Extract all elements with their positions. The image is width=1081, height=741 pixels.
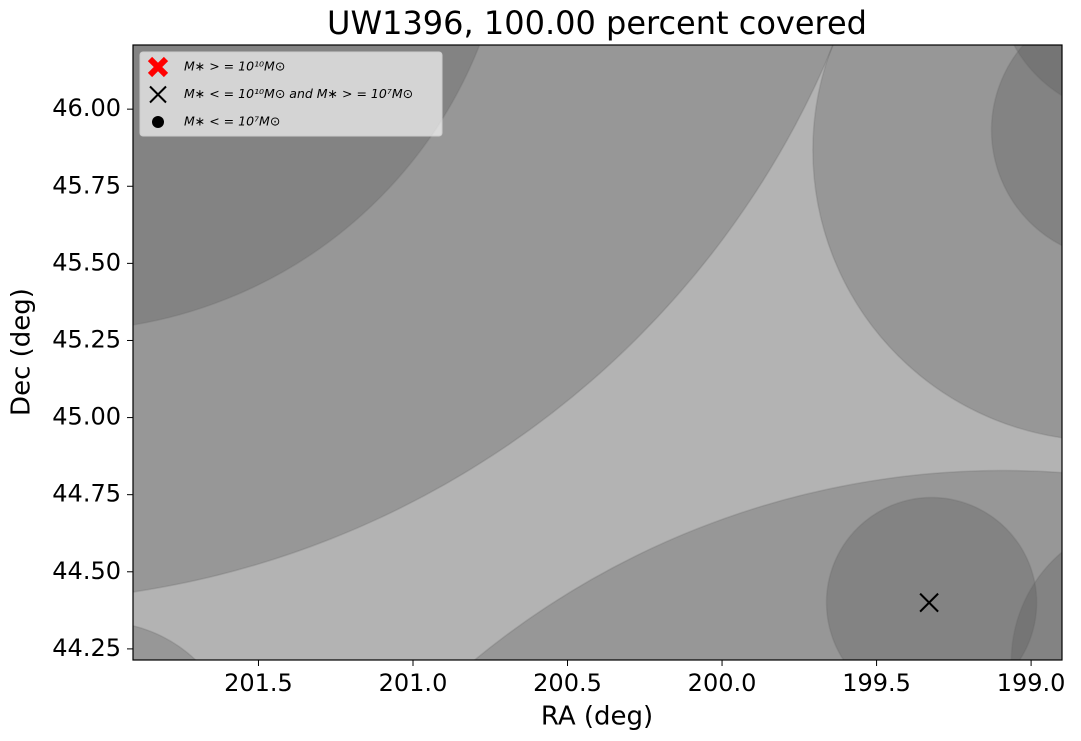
y-tick-label: 44.75 (52, 480, 121, 508)
coverage-region (1010, 551, 1062, 660)
y-tick-label: 45.50 (52, 248, 121, 276)
coverage-region (1013, 45, 1062, 97)
x-tick-label: 200.5 (533, 669, 602, 697)
coverage-region (133, 625, 197, 660)
coverage-region (133, 45, 834, 593)
legend-label: M∗ > = 10¹⁰M⊙ (184, 59, 285, 74)
y-tick-label: 45.25 (52, 325, 121, 353)
marker (919, 592, 939, 613)
coverage-region (990, 45, 1062, 247)
marker (149, 85, 167, 104)
coverage-region (473, 469, 1062, 660)
x-tick-label: 200.0 (688, 669, 757, 697)
coverage-region (812, 45, 1062, 439)
chart-title: UW1396, 100.00 percent covered (327, 4, 867, 42)
legend: M∗ > = 10¹⁰M⊙ M∗ < = 10¹⁰M⊙ and M∗ > = 10… (139, 51, 443, 137)
y-tick-label: 44.25 (52, 634, 121, 662)
plot-background (133, 45, 1062, 660)
y-tick-label: 45.00 (52, 403, 121, 431)
y-tick-label: 46.00 (52, 94, 121, 122)
x-tick-label: 201.0 (379, 669, 448, 697)
x-tick-label: 199.5 (842, 669, 911, 697)
x-tick-label: 201.5 (224, 669, 293, 697)
legend-box (139, 51, 443, 137)
x-axis-label: RA (deg) (541, 702, 653, 732)
y-axis-label: Dec (deg) (7, 288, 37, 416)
y-tick-label: 44.50 (52, 557, 121, 585)
legend-label: M∗ < = 10¹⁰M⊙ and M∗ > = 10⁷M⊙ (184, 86, 413, 101)
axes-frame (132, 44, 1063, 661)
marker (152, 116, 164, 128)
coverage-region (825, 496, 1038, 660)
y-tick-label: 45.75 (52, 171, 121, 199)
marker (147, 56, 169, 78)
x-tick-label: 199.0 (997, 669, 1066, 697)
legend-label: M∗ < = 10⁷M⊙ (184, 114, 280, 129)
